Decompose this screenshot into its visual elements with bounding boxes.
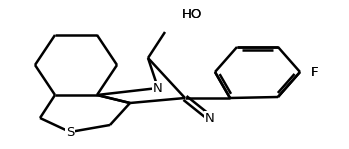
Text: S: S — [66, 125, 74, 139]
Text: HO: HO — [182, 7, 202, 21]
Text: N: N — [205, 111, 215, 125]
Text: N: N — [153, 82, 163, 94]
Text: F: F — [311, 66, 319, 79]
Text: HO: HO — [182, 7, 202, 21]
Text: F: F — [311, 66, 319, 79]
